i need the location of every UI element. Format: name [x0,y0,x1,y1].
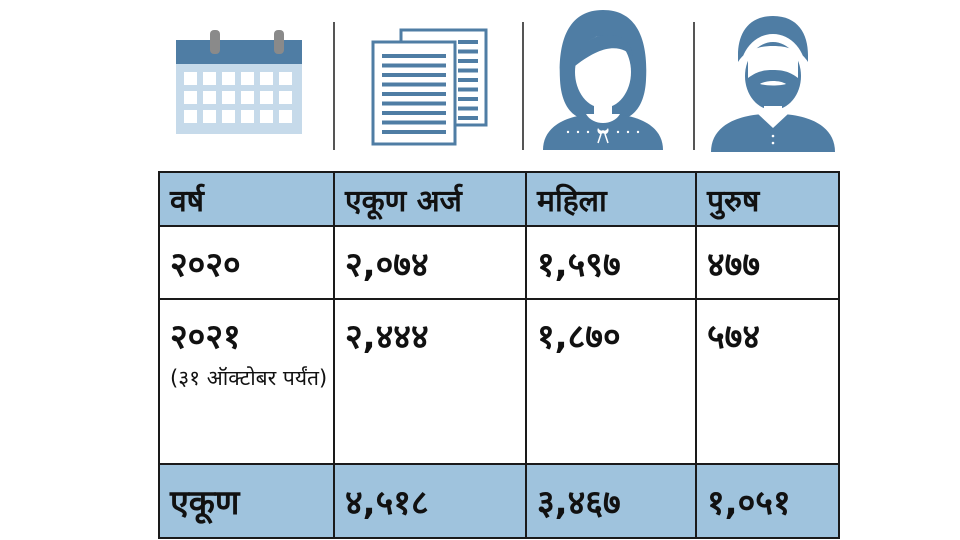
row-total: २,४४४ [333,298,527,465]
total-label: एकूण [158,463,335,539]
statistics-table: वर्ष एकूण अर्ज महिला पुरुष २०२० २,०७४ १,… [158,171,840,539]
row-year: २०२१ [170,317,241,357]
table-total-row: एकूण ४,५१८ ३,४६७ १,०५१ [158,463,840,539]
row-male: ५७४ [695,298,840,465]
row-year: २०२० [158,225,335,300]
table-header-row: वर्ष एकूण अर्ज महिला पुरुष [158,171,840,227]
calendar-icon [174,0,304,165]
row-total: २,०७४ [333,225,527,300]
row-female: १,५९७ [525,225,697,300]
header-year: वर्ष [158,171,335,227]
header-male: पुरुष [695,171,840,227]
row-year-cell: २०२१ (३१ ऑक्टोबर पर्यंत) [158,298,335,465]
table-row: २०२० २,०७४ १,५९७ ४७७ [158,225,840,300]
table-row: २०२१ (३१ ऑक्टोबर पर्यंत) २,४४४ १,८७० ५७४ [158,298,840,465]
total-female: ३,४६७ [525,463,697,539]
row-year-note: (३१ ऑक्टोबर पर्यंत) [170,366,328,390]
row-female: १,८७० [525,298,697,465]
total-applications: ४,५१८ [333,463,527,539]
total-male: १,०५१ [695,463,840,539]
male-user-icon [708,0,838,165]
female-user-icon [538,0,668,165]
header-total-applications: एकूण अर्ज [333,171,527,227]
row-male: ४७७ [695,225,840,300]
header-female: महिला [525,171,697,227]
icon-strip [158,0,838,165]
documents-icon [366,0,496,165]
